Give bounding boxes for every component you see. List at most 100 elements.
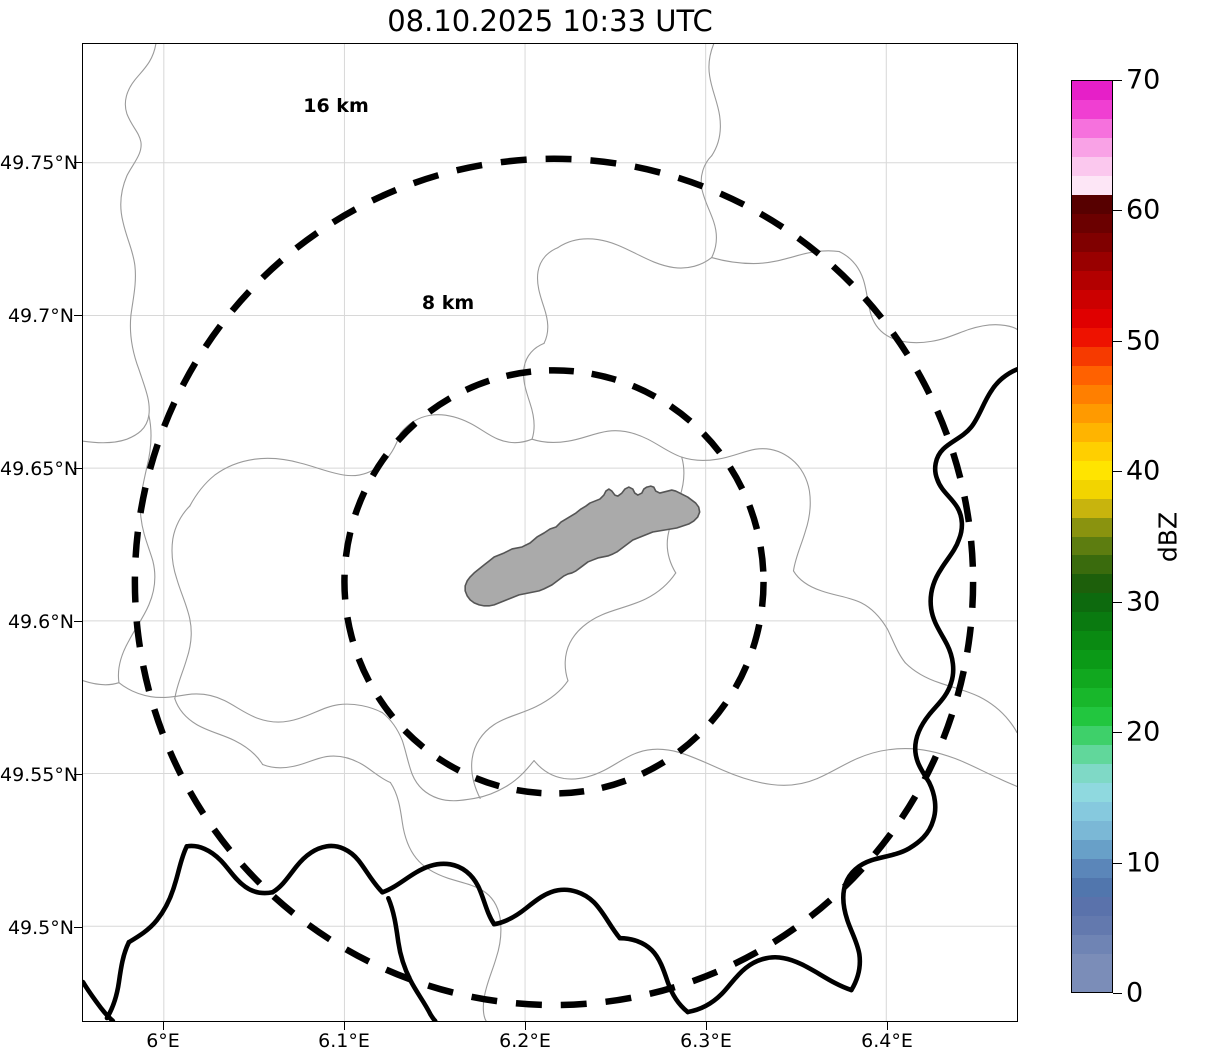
- range-rings: [131, 155, 977, 1009]
- colorbar-tick-mark-10: [1113, 863, 1122, 865]
- colorbar-tick-label-20: 20: [1126, 716, 1161, 748]
- colorbar-segment: [1072, 858, 1112, 879]
- colorbar-segment: [1072, 554, 1112, 575]
- colorbar-tick-mark-0: [1113, 993, 1122, 995]
- colorbar-tick-label-60: 60: [1126, 194, 1161, 226]
- colorbar-segment: [1072, 250, 1112, 271]
- colorbar-segment: [1072, 288, 1112, 309]
- colorbar-segment: [1072, 763, 1112, 784]
- colorbar-tick-mark-50: [1113, 341, 1122, 343]
- x-tick-mark-2: [525, 1022, 527, 1030]
- y-tick-label-3: 49.6°N: [7, 611, 74, 633]
- colorbar-tick-mark-40: [1113, 471, 1122, 473]
- y-tick-label-5: 49.5°N: [7, 917, 74, 939]
- colorbar-segment: [1072, 421, 1112, 442]
- y-tick-label-0: 49.75°N: [0, 152, 79, 174]
- page-title: 08.10.2025 10:33 UTC: [387, 4, 713, 38]
- x-tick-label-2: 6.2°E: [499, 1030, 551, 1052]
- map-canvas: [83, 44, 1017, 1021]
- national-borders: [83, 367, 1017, 1021]
- colorbar-segment: [1072, 269, 1112, 290]
- y-tick-mark-5: [74, 927, 82, 929]
- colorbar-tick-mark-60: [1113, 210, 1122, 212]
- colorbar-segment: [1072, 725, 1112, 746]
- y-tick-mark-0: [74, 162, 82, 164]
- x-tick-mark-3: [706, 1022, 708, 1030]
- colorbar-segment: [1072, 193, 1112, 214]
- range-ring-8km: [341, 367, 767, 797]
- colorbar[interactable]: [1071, 80, 1113, 993]
- colorbar-tick-label-70: 70: [1126, 64, 1161, 96]
- map-gridlines: [83, 44, 1017, 1021]
- colorbar-segment: [1072, 820, 1112, 841]
- y-tick-label-4: 49.55°N: [0, 764, 79, 786]
- water-body-polygon: [464, 485, 701, 607]
- x-tick-mark-1: [344, 1022, 346, 1030]
- colorbar-tick-mark-20: [1113, 732, 1122, 734]
- x-tick-mark-4: [887, 1022, 889, 1030]
- colorbar-segment: [1072, 801, 1112, 822]
- colorbar-segment: [1072, 440, 1112, 461]
- colorbar-tick-label-10: 10: [1126, 847, 1161, 879]
- y-tick-mark-1: [74, 315, 82, 317]
- colorbar-segment: [1072, 915, 1112, 936]
- colorbar-segment: [1072, 611, 1112, 632]
- colorbar-segment: [1072, 516, 1112, 537]
- colorbar-segment: [1072, 649, 1112, 670]
- colorbar-segment: [1072, 782, 1112, 803]
- colorbar-segment: [1072, 326, 1112, 347]
- colorbar-tick-mark-30: [1113, 602, 1122, 604]
- x-tick-label-0: 6°E: [146, 1030, 180, 1052]
- x-tick-label-3: 6.3°E: [680, 1030, 732, 1052]
- colorbar-segment: [1072, 81, 1112, 100]
- colorbar-segment: [1072, 630, 1112, 651]
- colorbar-segment: [1072, 952, 1112, 974]
- y-tick-label-1: 49.7°N: [7, 305, 74, 327]
- colorbar-segment: [1072, 478, 1112, 499]
- colorbar-segment: [1072, 877, 1112, 898]
- admin-boundaries: [83, 44, 1017, 1021]
- colorbar-tick-label-0: 0: [1126, 977, 1144, 1009]
- colorbar-segment: [1072, 668, 1112, 689]
- range-ring-16km: [131, 155, 977, 1009]
- colorbar-segment: [1072, 839, 1112, 860]
- colorbar-segment: [1072, 402, 1112, 423]
- colorbar-segment: [1072, 98, 1112, 119]
- colorbar-segment: [1072, 497, 1112, 518]
- colorbar-segment: [1072, 364, 1112, 385]
- x-tick-label-1: 6.1°E: [318, 1030, 370, 1052]
- colorbar-segment: [1072, 573, 1112, 594]
- colorbar-segment: [1072, 155, 1112, 176]
- colorbar-segment: [1072, 592, 1112, 613]
- colorbar-segment: [1072, 459, 1112, 480]
- colorbar-segment: [1072, 706, 1112, 727]
- colorbar-tick-label-40: 40: [1126, 455, 1161, 487]
- colorbar-segment: [1072, 212, 1112, 233]
- colorbar-segment: [1072, 687, 1112, 708]
- y-tick-label-2: 49.65°N: [0, 458, 79, 480]
- colorbar-segment: [1072, 933, 1112, 955]
- x-tick-mark-0: [163, 1022, 165, 1030]
- colorbar-segment: [1072, 744, 1112, 765]
- colorbar-segment: [1072, 136, 1112, 157]
- colorbar-segment: [1072, 117, 1112, 138]
- colorbar-segment: [1072, 535, 1112, 556]
- colorbar-segment: [1072, 896, 1112, 917]
- colorbar-segment: [1072, 345, 1112, 366]
- range-ring-label-8km: 8 km: [421, 292, 475, 314]
- colorbar-segment: [1072, 231, 1112, 252]
- range-ring-label-16km: 16 km: [303, 95, 369, 117]
- colorbar-tick-label-50: 50: [1126, 325, 1161, 357]
- colorbar-title: dBZ: [1153, 511, 1183, 563]
- colorbar-segment: [1072, 307, 1112, 328]
- x-tick-label-4: 6.4°E: [861, 1030, 913, 1052]
- y-tick-mark-4: [74, 774, 82, 776]
- colorbar-segment: [1072, 174, 1112, 195]
- colorbar-tick-label-30: 30: [1126, 586, 1161, 618]
- y-tick-mark-2: [74, 468, 82, 470]
- y-tick-mark-3: [74, 621, 82, 623]
- colorbar-tick-mark-70: [1113, 80, 1122, 82]
- colorbar-segment: [1072, 383, 1112, 404]
- map-axes[interactable]: [82, 43, 1018, 1022]
